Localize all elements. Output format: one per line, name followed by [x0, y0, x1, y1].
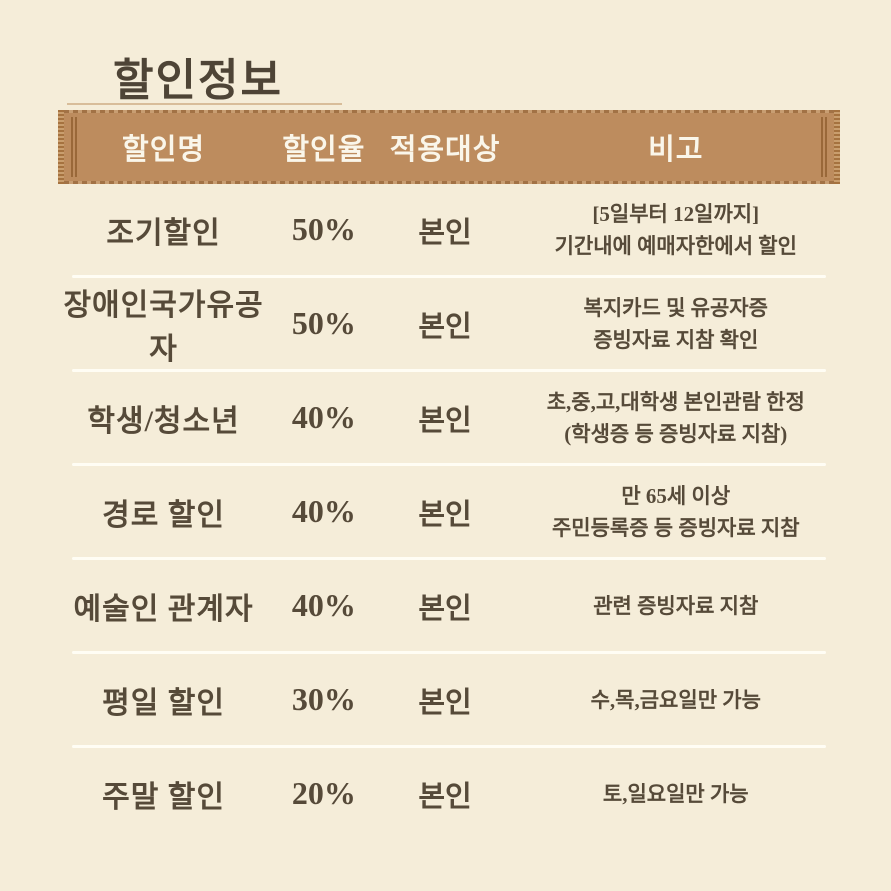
discount-name: 주말 할인 [102, 780, 226, 814]
discount-note: [5일부터 12일까지] 기간내에 예매자한에서 할인 [554, 201, 797, 258]
discount-note: 토,일요일만 가능 [602, 781, 749, 806]
discount-name: 예술인 관계자 [73, 592, 254, 626]
discount-name: 경로 할인 [102, 498, 226, 532]
banner-fringe-right [834, 110, 840, 184]
table-row: 주말 할인 20% 본인 토,일요일만 가능 [58, 748, 840, 839]
discount-target: 본인 [418, 498, 472, 531]
table-row: 예술인 관계자 40% 본인 관련 증빙자료 지참 [58, 560, 840, 651]
discount-note: 복지카드 및 유공자증 증빙자료 지참 확인 [583, 295, 768, 352]
discount-name: 평일 할인 [102, 686, 226, 720]
discount-target: 본인 [418, 310, 472, 343]
row-divider [72, 745, 826, 748]
discount-rate: 20% [291, 775, 356, 811]
discount-target: 본인 [418, 404, 472, 437]
row-divider [72, 275, 826, 278]
discount-target: 본인 [418, 592, 472, 625]
banner-fringe-left [58, 110, 64, 184]
row-divider [72, 557, 826, 560]
column-header-notes: 비고 [648, 134, 704, 166]
row-divider [72, 651, 826, 654]
discount-name: 학생/청소년 [87, 404, 240, 438]
page-title: 할인정보 [113, 56, 283, 105]
discount-note: 관련 증빙자료 지참 [593, 593, 759, 618]
discount-name: 조기할인 [106, 216, 221, 250]
table-row: 경로 할인 40% 본인 만 65세 이상 주민등록증 등 증빙자료 지참 [58, 466, 840, 557]
title-underline [67, 103, 342, 105]
discount-note: 수,목,금요일만 가능 [590, 687, 761, 712]
discount-rate: 40% [291, 587, 356, 623]
row-divider [72, 369, 826, 372]
discount-target: 본인 [418, 780, 472, 813]
banner-inner-line-left [71, 117, 77, 177]
column-header-applicable-target: 적용대상 [389, 134, 501, 166]
row-divider [72, 463, 826, 466]
discount-rate: 50% [291, 305, 356, 341]
column-header-discount-name: 할인명 [122, 134, 206, 166]
discount-table-body: 조기할인 50% 본인 [5일부터 12일까지] 기간내에 예매자한에서 할인 … [58, 184, 840, 839]
banner-stitch-top [64, 110, 834, 113]
table-row: 평일 할인 30% 본인 수,목,금요일만 가능 [58, 654, 840, 745]
discount-note: 초,중,고,대학생 본인관람 한정 (학생증 등 증빙자료 지참) [546, 389, 805, 446]
discount-rate: 40% [291, 493, 356, 529]
table-row: 장애인국가유공자 50% 본인 복지카드 및 유공자증 증빙자료 지참 확인 [58, 278, 840, 369]
column-header-discount-rate: 할인율 [282, 134, 366, 166]
discount-target: 본인 [418, 686, 472, 719]
banner-stitch-bottom [64, 181, 834, 184]
discount-rate: 40% [291, 399, 356, 435]
discount-rate: 30% [291, 681, 356, 717]
table-header-banner: 할인명 할인율 적용대상 비고 [58, 110, 840, 184]
table-header-row: 할인명 할인율 적용대상 비고 [58, 110, 840, 184]
discount-name: 장애인국가유공자 [63, 288, 264, 366]
discount-note: 만 65세 이상 주민등록증 등 증빙자료 지참 [551, 483, 800, 540]
table-row: 학생/청소년 40% 본인 초,중,고,대학생 본인관람 한정 (학생증 등 증… [58, 372, 840, 463]
table-row: 조기할인 50% 본인 [5일부터 12일까지] 기간내에 예매자한에서 할인 [58, 184, 840, 275]
discount-rate: 50% [291, 211, 356, 247]
banner-inner-line-right [821, 117, 827, 177]
discount-target: 본인 [418, 216, 472, 249]
